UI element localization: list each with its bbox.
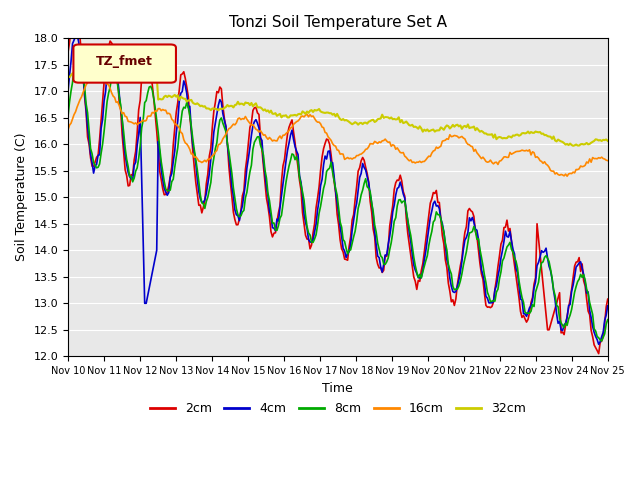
2cm: [604, 296, 612, 302]
X-axis label: Time: Time: [323, 382, 353, 395]
8cm: [301, 213, 309, 218]
32cm: [227, 103, 234, 109]
2cm: [301, 232, 309, 238]
2cm: [132, 148, 140, 154]
Line: 2cm: 2cm: [68, 8, 608, 354]
2cm: [70, 5, 78, 11]
16cm: [132, 120, 140, 126]
8cm: [227, 159, 234, 165]
16cm: [64, 127, 72, 132]
16cm: [563, 173, 571, 179]
4cm: [595, 341, 602, 347]
16cm: [301, 112, 309, 118]
Line: 4cm: 4cm: [68, 35, 608, 344]
4cm: [604, 303, 612, 309]
4cm: [64, 88, 72, 94]
2cm: [595, 351, 602, 357]
Title: Tonzi Soil Temperature Set A: Tonzi Soil Temperature Set A: [229, 15, 447, 30]
Line: 16cm: 16cm: [68, 74, 608, 176]
2cm: [575, 255, 583, 261]
8cm: [64, 113, 72, 119]
8cm: [132, 168, 140, 174]
16cm: [227, 125, 234, 131]
8cm: [575, 276, 583, 282]
16cm: [577, 163, 584, 169]
16cm: [253, 127, 261, 133]
32cm: [577, 141, 584, 147]
32cm: [244, 100, 252, 106]
4cm: [73, 32, 81, 37]
Text: TZ_fmet: TZ_fmet: [96, 56, 153, 69]
32cm: [569, 143, 577, 149]
2cm: [253, 110, 261, 116]
8cm: [604, 317, 612, 323]
32cm: [604, 138, 612, 144]
Y-axis label: Soil Temperature (C): Soil Temperature (C): [15, 133, 28, 262]
4cm: [132, 159, 140, 165]
32cm: [64, 74, 72, 80]
32cm: [301, 111, 309, 117]
8cm: [253, 134, 261, 140]
2cm: [244, 140, 252, 146]
8cm: [598, 338, 605, 344]
2cm: [64, 49, 72, 55]
16cm: [244, 119, 252, 124]
Legend: 2cm, 4cm, 8cm, 16cm, 32cm: 2cm, 4cm, 8cm, 16cm, 32cm: [145, 397, 531, 420]
16cm: [92, 71, 99, 77]
4cm: [575, 260, 583, 266]
32cm: [253, 104, 261, 110]
4cm: [253, 120, 261, 126]
32cm: [132, 63, 140, 69]
32cm: [111, 55, 118, 60]
8cm: [75, 55, 83, 60]
8cm: [244, 178, 252, 184]
16cm: [604, 158, 612, 164]
4cm: [244, 156, 252, 161]
Line: 8cm: 8cm: [68, 58, 608, 341]
FancyBboxPatch shape: [74, 45, 176, 83]
2cm: [227, 180, 234, 185]
Line: 32cm: 32cm: [68, 58, 608, 146]
4cm: [301, 219, 309, 225]
4cm: [227, 166, 234, 172]
